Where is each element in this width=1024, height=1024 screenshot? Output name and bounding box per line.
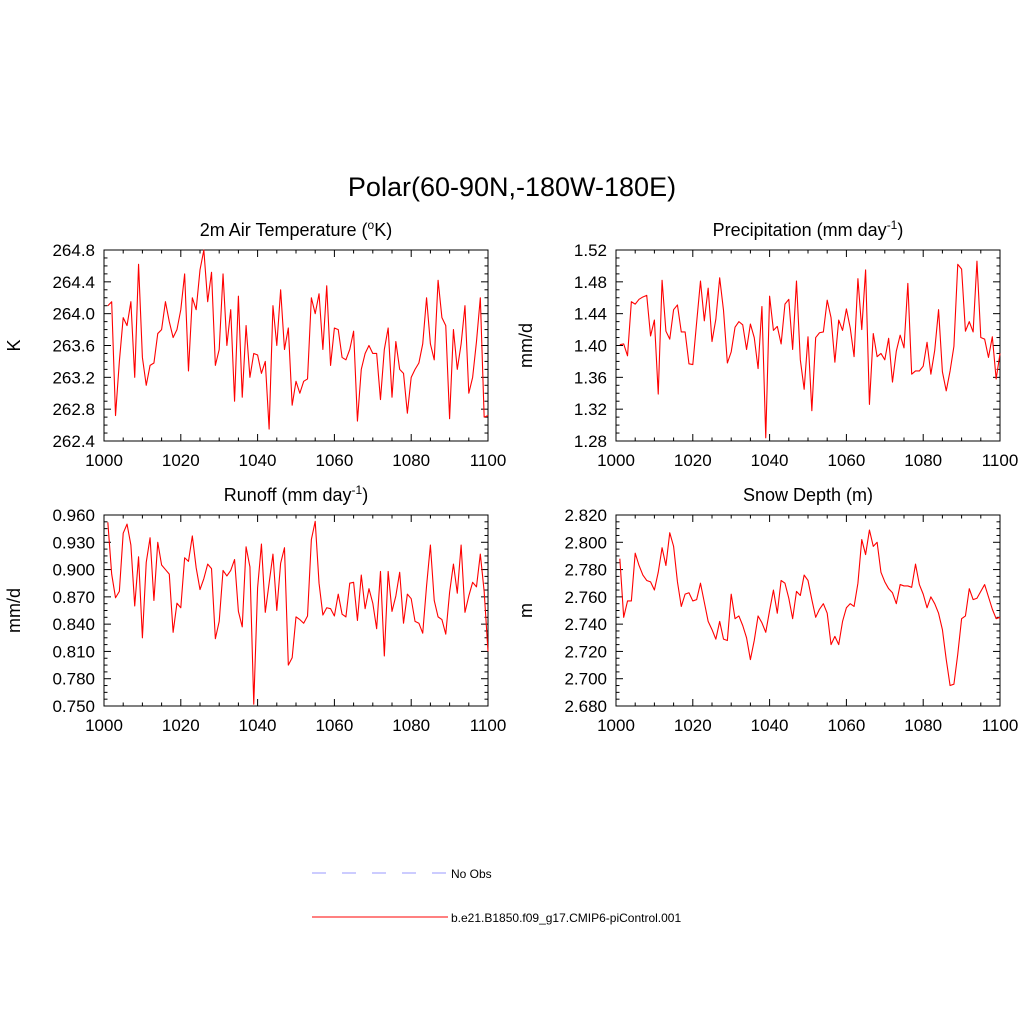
y-tick-label: 263.2	[52, 368, 95, 387]
plot-frame	[103, 514, 489, 707]
legend: No Obs b.e21.B1850.f09_g17.CMIP6-piContr…	[312, 867, 681, 925]
x-tick-label: 1060	[315, 716, 353, 735]
y-tick-label: 0.810	[52, 642, 95, 661]
y-tick-label: 264.4	[52, 273, 95, 292]
x-tick-label: 1020	[162, 716, 200, 735]
y-tick-label: 1.48	[574, 273, 607, 292]
x-tick-label: 1080	[392, 451, 430, 470]
series-line	[619, 260, 1001, 439]
panels-group: 2m Air Temperature (oK) K 1000 1020 1040 1060…	[4, 218, 1018, 735]
legend-model-label: b.e21.B1850.f09_g17.CMIP6-piControl.001	[451, 911, 681, 925]
y-tick-label: 0.960	[52, 506, 95, 525]
y-tick-label: 0.900	[52, 561, 95, 580]
panel-1: 2m Air Temperature (oK) K 1000 1020 1040 1060…	[4, 218, 506, 470]
y-tick-label: 1.36	[574, 368, 607, 387]
x-tick-label: 1100	[470, 451, 507, 470]
y-tick-label: 262.8	[52, 400, 95, 419]
panel-title-superscript: -1	[352, 483, 363, 497]
x-tick-label: 1100	[982, 716, 1019, 735]
x-tick-label: 1080	[904, 451, 942, 470]
y-tick-label: 2.720	[564, 642, 607, 661]
y-tick-label: 1.44	[574, 305, 607, 324]
y-axis-label: mm/d	[516, 323, 536, 368]
panel-title-tail: )	[897, 220, 903, 240]
y-axis-label: m	[516, 603, 536, 618]
y-tick-label: 262.4	[52, 432, 95, 451]
y-tick-label: 0.840	[52, 615, 95, 634]
y-tick-label: 1.40	[574, 337, 607, 356]
y-axis-label: K	[4, 339, 24, 351]
x-tick-label: 1080	[392, 716, 430, 735]
series-line	[107, 520, 489, 705]
y-tick-label: 2.780	[564, 561, 607, 580]
y-tick-label: 1.28	[574, 432, 607, 451]
panel-title-main: 2m Air Temperature (	[200, 220, 368, 240]
panel-title-tail: K)	[374, 220, 392, 240]
x-tick-label: 1000	[85, 716, 123, 735]
x-tick-label: 1000	[597, 716, 635, 735]
y-axis-label: mm/d	[4, 588, 24, 633]
panel-title-superscript: -1	[887, 218, 898, 232]
y-tick-label: 1.52	[574, 241, 607, 260]
figure-title: Polar(60-90N,-180W-180E)	[348, 172, 676, 202]
panel-title: Snow Depth (m)	[743, 485, 873, 505]
y-tick-label: 2.740	[564, 615, 607, 634]
y-tick-label: 0.930	[52, 533, 95, 552]
panel-title: Precipitation (mm day-1)	[713, 218, 904, 240]
x-tick-label: 1060	[827, 716, 865, 735]
panel-title-main: Runoff (mm day	[224, 485, 352, 505]
x-tick-label: 1040	[751, 716, 789, 735]
panel-2: Precipitation (mm day-1) mm/d 1000 1020 1040…	[516, 218, 1018, 470]
y-tick-label: 0.780	[52, 670, 95, 689]
series-line	[619, 529, 1001, 687]
y-tick-label: 2.760	[564, 588, 607, 607]
y-tick-label: 0.750	[52, 697, 95, 716]
panel-title-main: Precipitation (mm day	[713, 220, 887, 240]
x-tick-label: 1060	[315, 451, 353, 470]
panel-title-main: Snow Depth (m)	[743, 485, 873, 505]
y-tick-label: 264.0	[52, 305, 95, 324]
plot-frame	[615, 514, 1001, 707]
panel-title: Runoff (mm day-1)	[224, 483, 368, 505]
y-tick-label: 1.32	[574, 400, 607, 419]
x-tick-label: 1100	[982, 451, 1019, 470]
y-tick-label: 2.820	[564, 506, 607, 525]
x-tick-label: 1000	[85, 451, 123, 470]
legend-obs-label: No Obs	[451, 867, 492, 881]
x-tick-label: 1080	[904, 716, 942, 735]
y-tick-label: 264.8	[52, 241, 95, 260]
y-tick-label: 2.800	[564, 533, 607, 552]
x-tick-label: 1040	[239, 716, 277, 735]
x-tick-label: 1100	[470, 716, 507, 735]
x-tick-label: 1060	[827, 451, 865, 470]
panel-3: Runoff (mm day-1) mm/d 1000 1020 1040 1060 108…	[4, 483, 506, 735]
series-line	[107, 249, 489, 430]
panel-title-superscript: o	[368, 218, 375, 232]
x-tick-label: 1000	[597, 451, 635, 470]
y-tick-label: 0.870	[52, 588, 95, 607]
x-tick-label: 1040	[239, 451, 277, 470]
panel-title: 2m Air Temperature (oK)	[200, 218, 392, 240]
x-tick-label: 1020	[674, 716, 712, 735]
panel-title-tail: )	[362, 485, 368, 505]
x-tick-label: 1040	[751, 451, 789, 470]
x-tick-label: 1020	[162, 451, 200, 470]
y-tick-label: 2.680	[564, 697, 607, 716]
x-tick-label: 1020	[674, 451, 712, 470]
y-tick-label: 2.700	[564, 670, 607, 689]
y-tick-label: 263.6	[52, 337, 95, 356]
panel-4: Snow Depth (m) m 1000 1020 1040 1060 1080 1100 2…	[516, 485, 1018, 735]
